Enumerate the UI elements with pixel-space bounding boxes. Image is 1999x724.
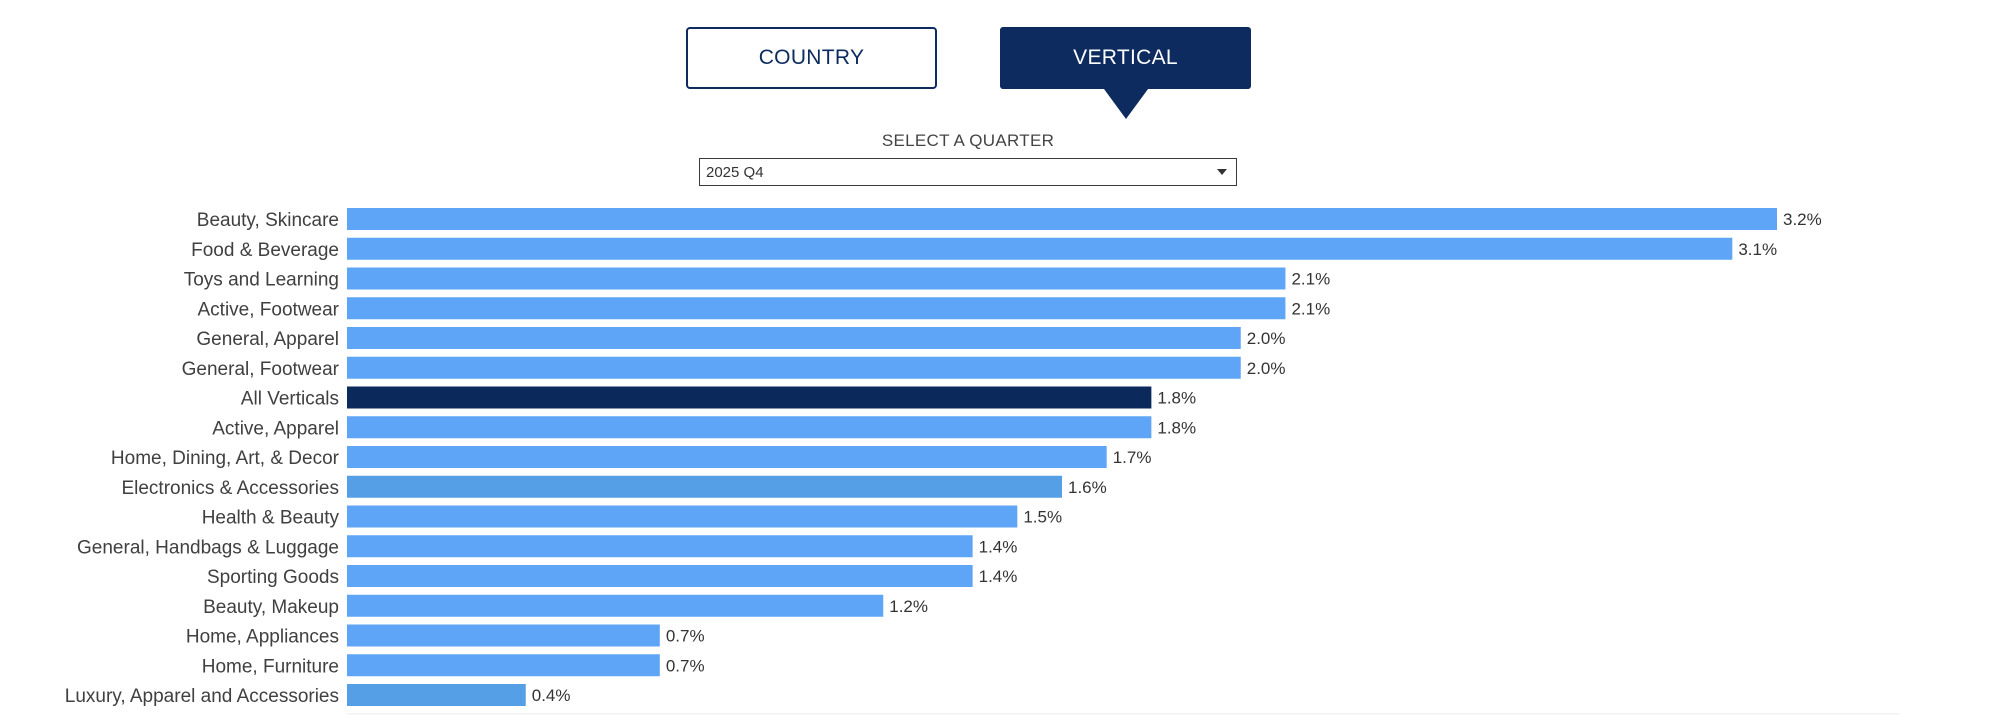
bar-13[interactable] — [347, 594, 884, 617]
bar-7[interactable] — [347, 416, 1152, 439]
value-label-3: 2.1% — [1291, 299, 1330, 318]
value-label-10: 1.5% — [1023, 508, 1062, 527]
value-label-6: 1.8% — [1157, 389, 1196, 408]
category-label-2: Toys and Learning — [184, 270, 339, 291]
bar-10[interactable] — [347, 505, 1018, 528]
category-label-1: Food & Beverage — [191, 240, 339, 261]
bar-9[interactable] — [347, 475, 1062, 498]
category-label-12: Sporting Goods — [207, 567, 339, 588]
category-label-16: Luxury, Apparel and Accessories — [65, 686, 339, 707]
bar-15[interactable] — [347, 654, 660, 677]
value-label-13: 1.2% — [889, 597, 928, 616]
bar-12[interactable] — [347, 565, 973, 587]
value-label-5: 2.0% — [1247, 359, 1286, 378]
bar-4[interactable] — [347, 327, 1241, 349]
category-label-3: Active, Footwear — [198, 299, 340, 320]
bar-6[interactable] — [347, 386, 1152, 409]
bar-1[interactable] — [347, 237, 1733, 260]
value-label-14: 0.7% — [666, 627, 705, 646]
country-toggle-label: COUNTRY — [758, 46, 865, 69]
bar-3[interactable] — [347, 297, 1286, 320]
bar-0[interactable] — [347, 208, 1777, 230]
value-label-9: 1.6% — [1068, 478, 1107, 497]
quarter-select-label: SELECT A QUARTER — [881, 131, 1055, 150]
category-label-0: Beauty, Skincare — [197, 210, 339, 231]
bar-2[interactable] — [347, 267, 1286, 290]
quarter-selected-value: 2025 Q4 — [706, 163, 764, 181]
vertical-toggle-button[interactable]: VERTICAL — [1000, 27, 1251, 119]
value-label-1: 3.1% — [1738, 240, 1777, 259]
value-label-7: 1.8% — [1157, 418, 1196, 437]
value-label-4: 2.0% — [1247, 329, 1286, 348]
value-label-16: 0.4% — [532, 686, 571, 705]
value-label-12: 1.4% — [979, 567, 1018, 586]
chevron-down-icon[interactable] — [1217, 169, 1227, 175]
category-label-7: Active, Apparel — [212, 418, 339, 439]
category-label-4: General, Apparel — [196, 329, 339, 350]
value-label-0: 3.2% — [1783, 210, 1822, 229]
category-label-11: General, Handbags & Luggage — [77, 537, 339, 558]
category-label-13: Beauty, Makeup — [203, 597, 339, 618]
bar-14[interactable] — [347, 624, 660, 647]
bar-8[interactable] — [347, 446, 1107, 468]
active-pointer-icon — [1103, 89, 1148, 119]
bar-5[interactable] — [347, 356, 1241, 379]
category-label-15: Home, Furniture — [202, 656, 339, 677]
bar-16[interactable] — [347, 684, 526, 706]
category-label-14: Home, Appliances — [186, 627, 339, 648]
bar-11[interactable] — [347, 535, 973, 558]
value-label-2: 2.1% — [1291, 270, 1330, 289]
value-label-8: 1.7% — [1113, 448, 1152, 467]
category-label-5: General, Footwear — [182, 359, 340, 380]
category-label-6: All Verticals — [241, 389, 339, 410]
category-label-8: Home, Dining, Art, & Decor — [111, 448, 340, 469]
value-label-15: 0.7% — [666, 656, 705, 675]
quarter-select-dropdown[interactable]: 2025 Q4 — [699, 158, 1237, 186]
category-label-10: Health & Beauty — [202, 508, 340, 529]
vertical-toggle-label: VERTICAL — [1073, 46, 1178, 69]
value-label-11: 1.4% — [979, 537, 1018, 556]
category-label-9: Electronics & Accessories — [121, 478, 339, 499]
country-toggle-button[interactable]: COUNTRY — [686, 27, 937, 89]
